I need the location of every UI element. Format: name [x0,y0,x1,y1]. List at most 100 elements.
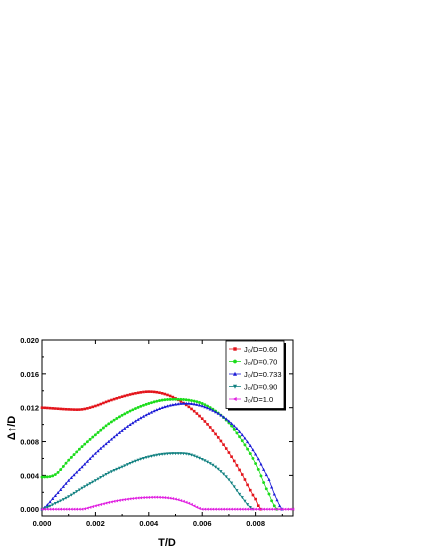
data-point [123,464,127,468]
data-point [176,498,180,502]
data-point [275,507,279,511]
data-point [61,507,65,511]
data-point [235,427,239,431]
data-point [238,435,242,439]
y-tick-label: 0.004 [20,471,40,480]
data-point [85,506,89,510]
data-point [208,407,212,411]
data-point [51,497,55,501]
legend-label: J₀/D=0.70 [244,358,277,367]
data-point [120,413,124,417]
data-point [51,503,55,507]
data-point [120,428,124,432]
data-point [107,500,111,505]
data-point [83,442,87,446]
data-point [88,406,92,409]
data-point [254,462,258,465]
data-point [187,405,191,409]
data-point [91,405,95,409]
data-point [168,496,172,500]
data-point [208,462,212,466]
data-point [264,507,268,511]
data-point [99,446,103,450]
data-point [187,398,191,402]
data-point [107,422,111,426]
data-point [277,507,281,511]
data-point [208,426,212,429]
data-point [128,409,132,413]
data-point [120,498,124,502]
data-point [99,502,103,507]
data-point [45,503,49,507]
data-point [125,497,129,501]
data-point [165,404,170,408]
y-tick-label: 0.000 [20,505,39,514]
data-point [214,432,217,436]
legend-item: J₀/D=0.90 [229,383,277,392]
data-point [232,424,236,428]
legend-marker [232,371,238,376]
data-point [123,426,127,430]
data-point [269,507,273,511]
data-point [88,437,92,441]
data-point [216,507,220,511]
data-point [64,507,68,511]
data-point [229,507,233,511]
data-point [101,426,105,430]
data-point [104,472,108,476]
data-point [248,505,252,509]
data-point [152,495,156,499]
data-point [205,406,210,410]
data-point [155,390,159,394]
data-point [213,507,217,511]
data-point [190,407,193,411]
data-point [168,397,172,401]
data-point [134,407,137,410]
data-point [136,391,140,395]
data-point [139,457,143,461]
data-point [67,507,71,511]
data-point [120,395,124,398]
data-point [59,507,62,511]
data-point [264,473,268,477]
legend-marker [232,384,238,389]
data-point [93,433,97,437]
legend-item: J₀/D=0.70 [229,358,277,367]
data-point [131,408,135,412]
data-point [80,408,84,411]
data-point [230,424,234,428]
data-point [147,495,151,499]
x-tick-label: 0.004 [139,519,159,528]
data-point [83,507,87,511]
data-point [51,407,54,410]
data-point [112,397,116,401]
data-point [256,507,260,511]
data-point [267,477,271,481]
data-point [64,461,68,465]
data-point [264,487,268,491]
series-3 [40,401,284,511]
data-point [205,507,209,511]
data-point [238,492,242,496]
data-point [179,397,183,401]
data-point [69,507,73,511]
data-point [270,499,274,503]
data-point [101,444,105,448]
data-point [99,476,103,480]
data-point [267,507,271,511]
data-point [149,410,154,414]
data-point [91,454,95,458]
data-point [77,447,81,451]
data-point [59,407,62,411]
data-point [42,507,46,511]
data-point [104,400,108,404]
data-point [53,494,57,497]
data-point [61,464,65,468]
data-point [56,491,60,495]
data-point [232,485,236,489]
data-point [77,467,81,471]
data-point [120,465,124,469]
data-point [56,407,60,411]
data-point [288,507,292,511]
data-point [136,458,140,462]
